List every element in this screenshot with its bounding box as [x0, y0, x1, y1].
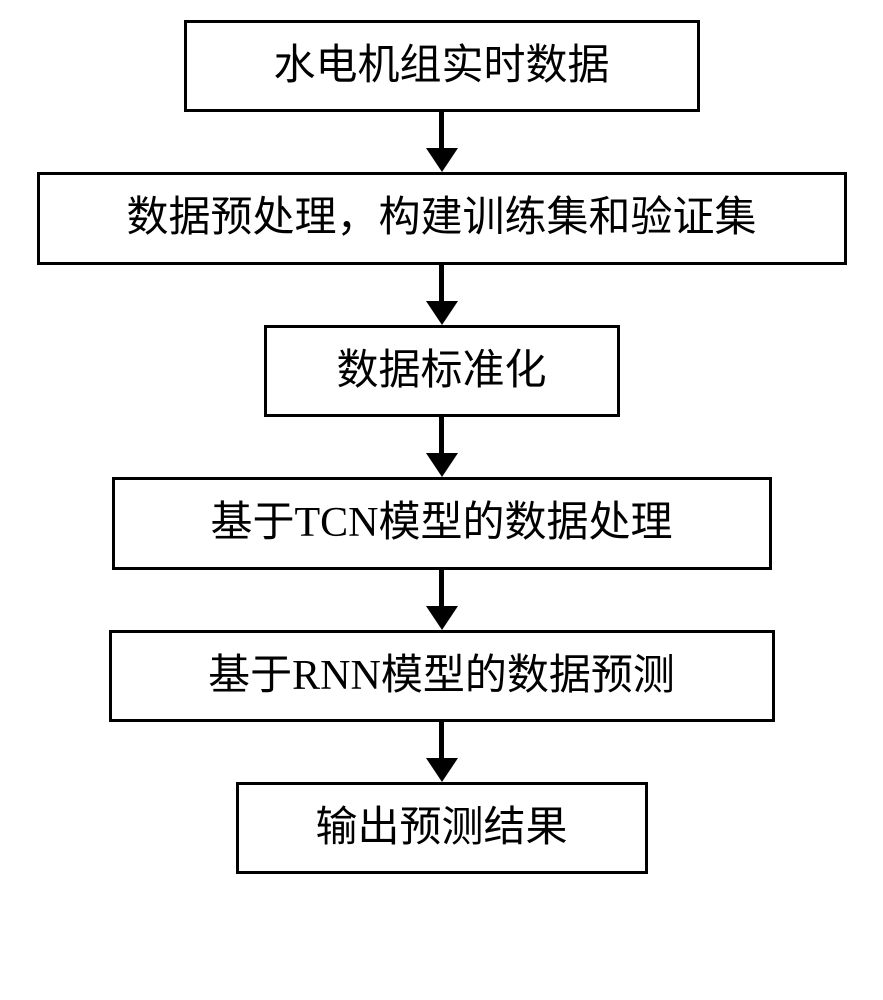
arrow-shaft	[439, 265, 444, 301]
flowchart-node-2: 数据预处理，构建训练集和验证集	[37, 172, 847, 264]
arrow-shaft	[439, 722, 444, 758]
flowchart-node-6: 输出预测结果	[236, 782, 648, 874]
node-label: 基于TCN模型的数据处理	[210, 498, 672, 548]
flowchart-node-4: 基于TCN模型的数据处理	[112, 477, 772, 569]
arrow-5	[426, 722, 458, 782]
node-label: 数据预处理，构建训练集和验证集	[126, 193, 756, 243]
arrow-4	[426, 570, 458, 630]
arrow-head-icon	[426, 606, 458, 630]
flowchart-node-3: 数据标准化	[264, 325, 620, 417]
arrow-shaft	[439, 417, 444, 453]
arrow-3	[426, 417, 458, 477]
node-label: 基于RNN模型的数据预测	[208, 651, 675, 701]
arrow-head-icon	[426, 453, 458, 477]
arrow-shaft	[439, 570, 444, 606]
node-label: 水电机组实时数据	[273, 41, 609, 91]
arrow-shaft	[439, 112, 444, 148]
node-label: 输出预测结果	[315, 803, 567, 853]
arrow-2	[426, 265, 458, 325]
node-label: 数据标准化	[336, 346, 546, 396]
arrow-head-icon	[426, 758, 458, 782]
arrow-head-icon	[426, 301, 458, 325]
flowchart-node-5: 基于RNN模型的数据预测	[109, 630, 775, 722]
flowchart-node-1: 水电机组实时数据	[184, 20, 700, 112]
flowchart-container: 水电机组实时数据 数据预处理，构建训练集和验证集 数据标准化 基于TCN模型的数…	[0, 20, 883, 874]
arrow-1	[426, 112, 458, 172]
arrow-head-icon	[426, 148, 458, 172]
